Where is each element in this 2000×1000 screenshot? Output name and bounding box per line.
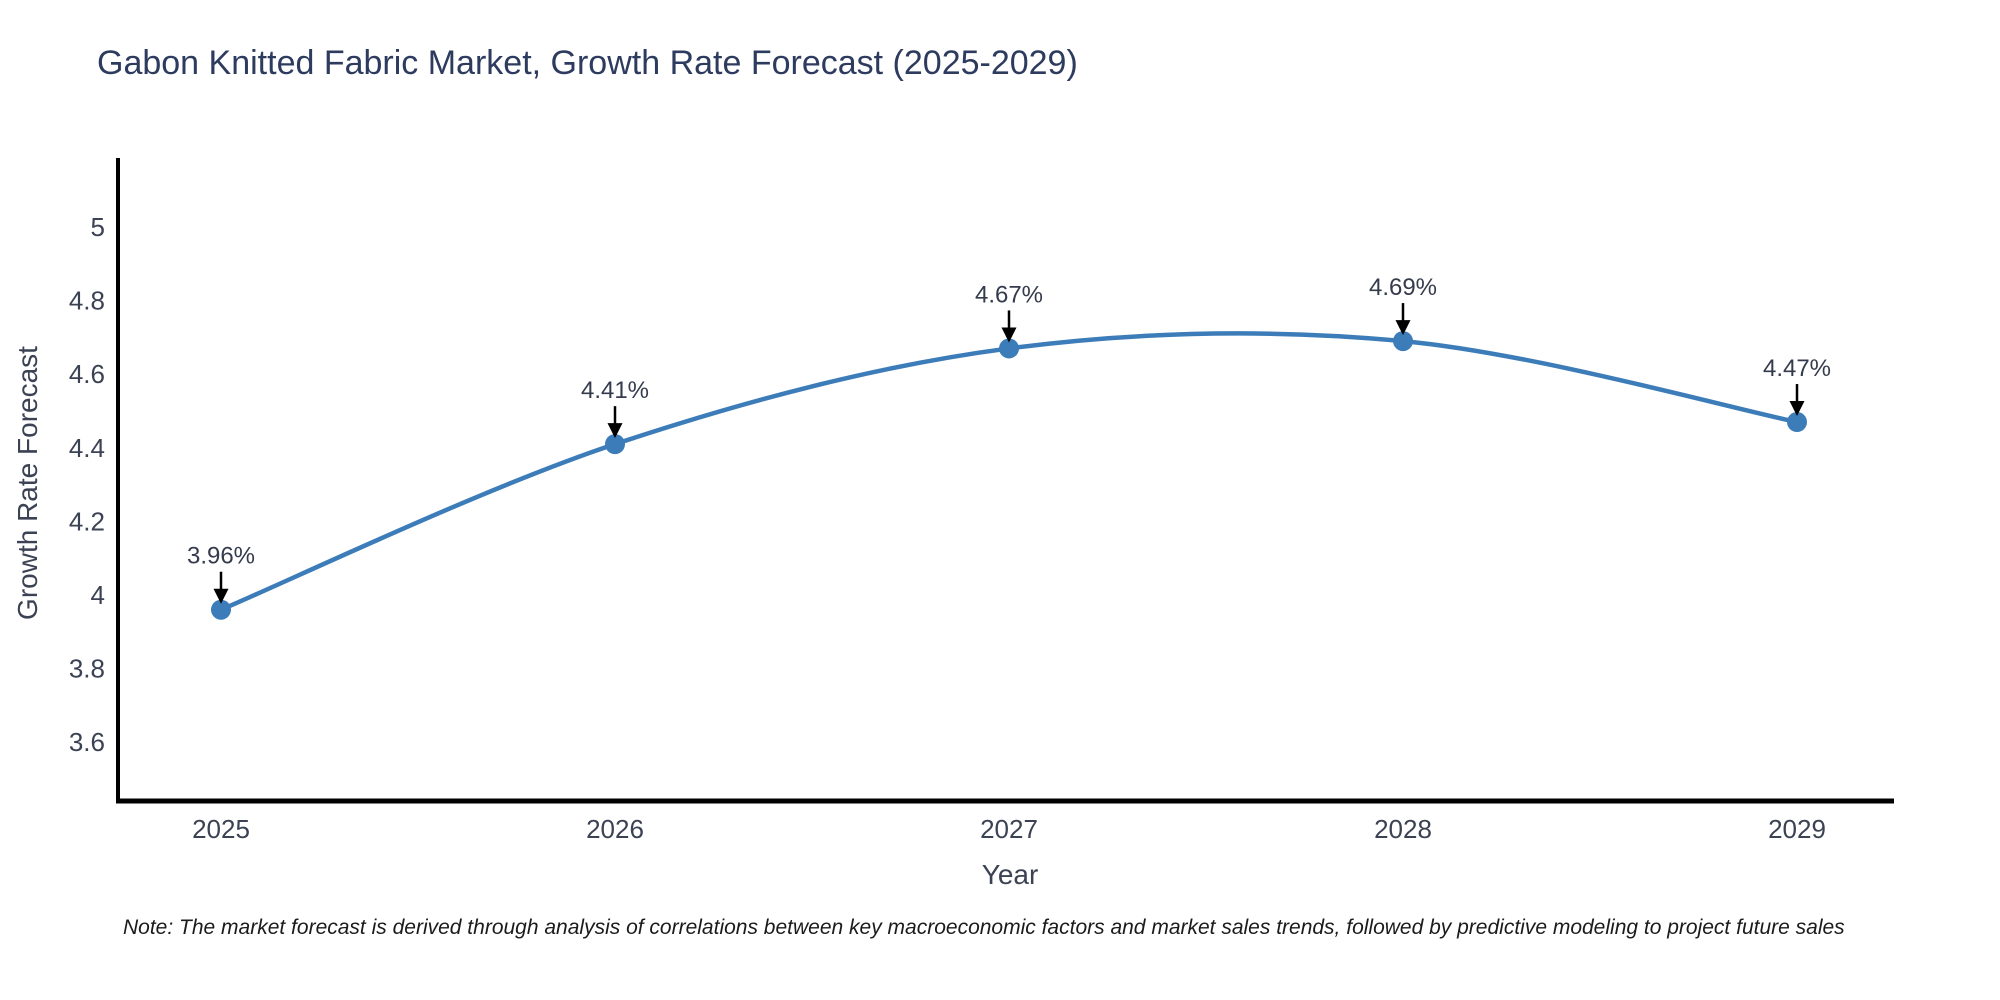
point-annotation: 4.67% <box>975 281 1043 343</box>
y-tick-label: 5 <box>91 212 105 242</box>
data-point-marker <box>1393 331 1413 352</box>
y-tick-label: 3.6 <box>69 727 105 757</box>
annotation-arrowhead-icon <box>607 423 623 439</box>
data-point-marker <box>605 434 625 455</box>
y-tick-label: 4.2 <box>69 506 105 536</box>
x-tick-label: 2027 <box>980 814 1038 844</box>
data-point-marker <box>1787 412 1807 433</box>
x-tick-label: 2025 <box>192 814 250 844</box>
point-annotation: 3.96% <box>187 543 255 604</box>
point-annotation: 4.41% <box>581 377 649 439</box>
point-annotation: 4.69% <box>1369 274 1437 336</box>
annotation-arrowhead-icon <box>1001 327 1017 343</box>
data-point-marker <box>211 599 231 620</box>
x-tick-label: 2026 <box>586 814 644 844</box>
annotation-arrowhead-icon <box>213 588 229 604</box>
y-tick-label: 4.4 <box>69 433 105 463</box>
footnote: Note: The market forecast is derived thr… <box>123 916 1845 939</box>
point-value-label: 4.67% <box>975 281 1043 308</box>
x-tick-label: 2029 <box>1768 814 1826 844</box>
point-value-label: 4.47% <box>1763 355 1831 382</box>
chart-title: Gabon Knitted Fabric Market, Growth Rate… <box>97 44 1078 82</box>
data-point-marker <box>999 338 1019 359</box>
point-value-label: 4.69% <box>1369 274 1437 301</box>
y-tick-label: 4 <box>91 580 105 610</box>
annotation-arrowhead-icon <box>1789 401 1805 417</box>
point-value-label: 3.96% <box>187 543 255 570</box>
y-tick-label: 4.6 <box>69 359 105 389</box>
annotation-arrowhead-icon <box>1395 320 1411 336</box>
forecast-line <box>218 331 1800 612</box>
point-annotation: 4.47% <box>1763 355 1831 417</box>
x-axis-title: Year <box>981 859 1039 890</box>
y-tick-label: 4.8 <box>69 286 105 316</box>
x-tick-label: 2028 <box>1374 814 1432 844</box>
point-value-label: 4.41% <box>581 377 649 404</box>
y-tick-label: 3.8 <box>69 654 105 684</box>
